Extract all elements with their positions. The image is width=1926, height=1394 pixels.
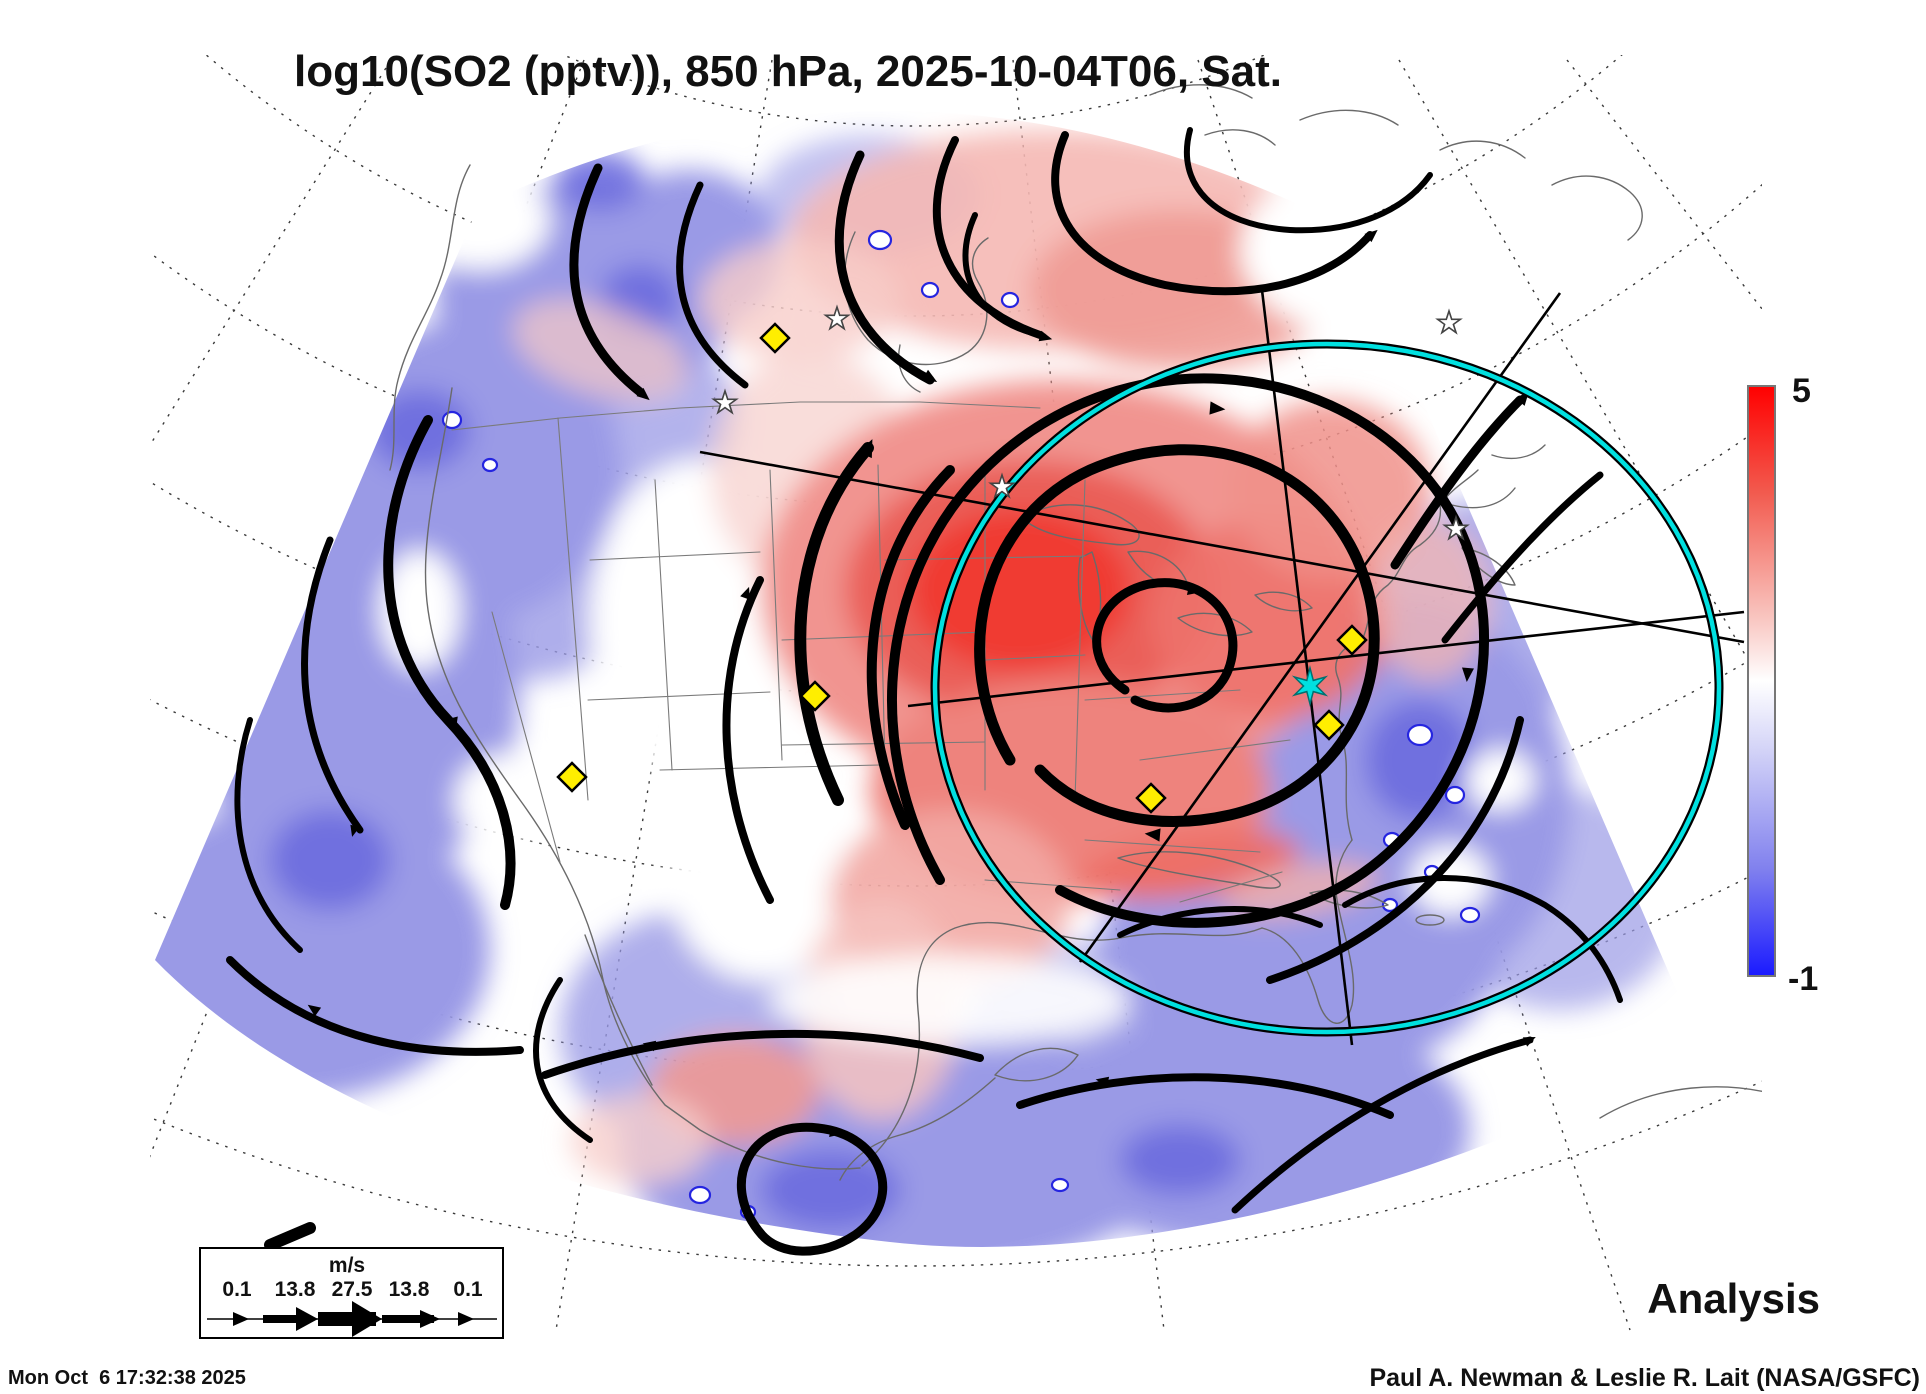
map-markers xyxy=(556,304,1470,814)
satellite-footprint-ring xyxy=(932,341,1722,1035)
wind-legend-arrow-glyph xyxy=(207,1301,497,1337)
wind-legend-tick: 13.8 xyxy=(389,1278,430,1301)
wind-legend-tick: 13.8 xyxy=(275,1278,316,1301)
observation-site-diamond-marker xyxy=(1135,782,1167,814)
wind-speed-legend: m/s 0.1 13.8 27.5 13.8 0.1 xyxy=(199,1247,504,1339)
colorbar-min-label: -1 xyxy=(1788,960,1818,998)
credit-text: Paul A. Newman & Leslie R. Lait (NASA/GS… xyxy=(1369,1364,1920,1392)
wind-legend-tick: 0.1 xyxy=(222,1278,252,1301)
wind-legend-tick: 27.5 xyxy=(332,1278,373,1301)
wind-streamlines xyxy=(226,127,1623,1256)
wind-legend-units: m/s xyxy=(329,1254,365,1277)
observation-site-diamond-marker xyxy=(1313,709,1345,741)
city-star-marker xyxy=(711,388,739,415)
observation-site-diamond-marker xyxy=(1336,624,1368,656)
city-star-marker xyxy=(1435,308,1463,335)
observation-site-diamond-marker xyxy=(556,761,588,793)
satellite-sight-lines xyxy=(699,289,1745,1046)
city-star-marker xyxy=(823,304,851,331)
observation-site-diamond-marker xyxy=(799,680,831,712)
satellite-position-star-marker xyxy=(1291,665,1329,707)
streamline-arrowheads xyxy=(307,229,1536,1138)
colorbar-gradient xyxy=(1747,385,1776,977)
generation-timestamp: Mon Oct 6 17:32:38 2025 xyxy=(8,1367,246,1389)
city-star-marker xyxy=(1442,514,1470,541)
wind-legend-tick: 0.1 xyxy=(453,1278,483,1301)
figure-title: log10(SO2 (pptv)), 850 hPa, 2025-10-04T0… xyxy=(294,47,1282,96)
observation-site-diamond-marker xyxy=(759,322,791,354)
satellite-overlay xyxy=(699,289,1745,1046)
analysis-mode-label: Analysis xyxy=(1647,1275,1820,1322)
colorbar-max-label: 5 xyxy=(1792,372,1811,410)
city-star-marker xyxy=(988,472,1016,499)
colorbar: 5 -1 xyxy=(1747,372,1818,998)
